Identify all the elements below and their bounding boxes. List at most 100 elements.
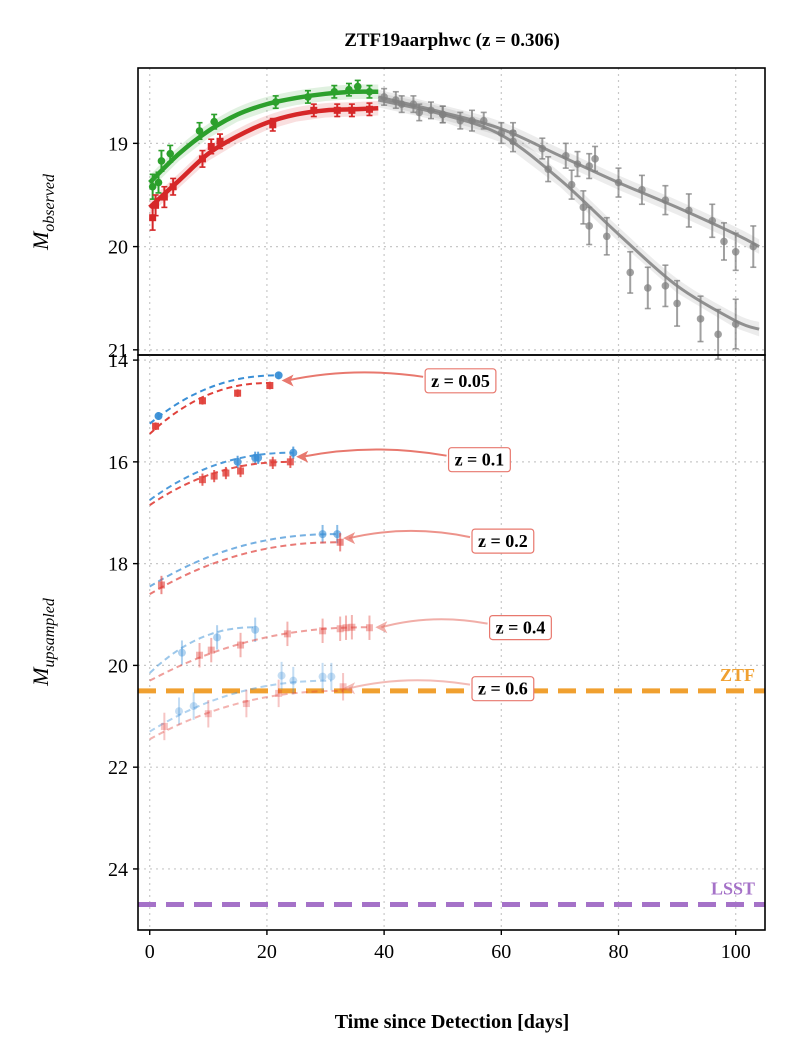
data-point (157, 157, 166, 165)
data-point (318, 530, 327, 539)
data-point (274, 371, 283, 380)
data-point (353, 82, 362, 91)
x-tick-label: 40 (374, 941, 394, 963)
data-point (242, 700, 250, 708)
redshift-label-box (471, 676, 535, 702)
data-point (204, 710, 212, 718)
data-point (573, 160, 582, 168)
data-point (365, 87, 374, 96)
pointer-arrow-head (343, 682, 356, 695)
data-point (251, 625, 260, 634)
data-point (189, 702, 198, 711)
data-point (207, 646, 215, 654)
data-point (266, 382, 274, 390)
data-point (673, 299, 681, 308)
data-point (509, 137, 517, 146)
limit-label-ztf: ZTF (720, 665, 755, 685)
model-curve-red (149, 381, 270, 435)
pointer-arrow (348, 679, 471, 690)
data-point (198, 155, 206, 163)
x-tick-label: 80 (609, 941, 629, 963)
chart-title: ZTF19aarphwc (z = 0.306) (344, 30, 560, 51)
redshift-label: z = 0.2 (478, 531, 528, 551)
data-point (195, 127, 204, 135)
redshift-label: z = 0.4 (496, 618, 546, 638)
data-point (638, 186, 646, 194)
data-point (207, 142, 215, 150)
y-tick-label: 22 (108, 757, 128, 779)
data-point (409, 100, 418, 108)
data-point (397, 100, 406, 108)
data-point (269, 121, 277, 129)
y-tick-label: 24 (108, 859, 128, 881)
redshift-label-box (447, 447, 511, 473)
redshift-label: z = 0.05 (431, 371, 490, 391)
data-point (392, 96, 400, 104)
data-point (438, 110, 447, 119)
top-y-label-main: M (28, 230, 53, 251)
top-y-ticks: 19 20 21 (108, 133, 138, 362)
data-point (169, 183, 177, 191)
redshift-label: z = 0.6 (478, 679, 528, 699)
data-point (198, 476, 206, 484)
data-point (602, 232, 611, 241)
data-point (336, 625, 344, 633)
data-point (456, 116, 465, 125)
redshift-label-box (471, 528, 535, 554)
bottom-y-label-sub: upsampled (41, 597, 58, 667)
model-curve-blue (149, 679, 332, 733)
data-point (468, 116, 476, 125)
data-point (233, 457, 242, 466)
data-point (626, 268, 635, 277)
data-point (210, 117, 218, 126)
fit-band (149, 101, 379, 215)
data-point (149, 214, 157, 222)
model-curve-red (149, 541, 341, 596)
data-point (333, 106, 341, 114)
pointer-arrow-head (375, 621, 388, 634)
data-point (497, 129, 506, 137)
data-point (365, 105, 373, 113)
data-point (160, 722, 168, 730)
bottom-y-label-main: M (28, 666, 53, 687)
data-point (685, 206, 693, 215)
data-point (614, 178, 623, 187)
top-y-label-sub: observed (41, 173, 58, 232)
x-tick-label: 100 (721, 941, 751, 963)
data-point (289, 676, 298, 685)
data-point (152, 201, 160, 209)
y-tick-label: 16 (108, 452, 128, 474)
data-point (216, 137, 224, 145)
model-curve-red (149, 689, 344, 741)
data-point (579, 203, 588, 212)
data-point (708, 216, 717, 225)
data-point (152, 422, 160, 430)
data-point (198, 397, 206, 405)
data-point (327, 672, 336, 681)
data-point (365, 624, 373, 632)
data-point (271, 98, 280, 106)
data-point (166, 149, 175, 158)
data-point (237, 467, 245, 475)
data-point (318, 672, 327, 681)
data-point (696, 315, 705, 323)
data-point (154, 178, 163, 187)
data-point (720, 237, 728, 246)
fit-curve (148, 106, 379, 210)
data-point (427, 106, 435, 115)
fit-curve (377, 98, 760, 331)
bottom-grid (138, 355, 765, 930)
data-point (277, 671, 286, 680)
data-point (345, 85, 353, 94)
top-grid (138, 68, 765, 355)
y-tick-label: 21 (108, 340, 128, 362)
data-point (336, 538, 344, 546)
top-fit-bands (148, 84, 760, 337)
data-point (567, 180, 576, 189)
model-curve-red (149, 626, 370, 682)
data-point (561, 151, 570, 160)
bottom-data-points (149, 371, 373, 741)
data-point (234, 389, 242, 397)
data-point (237, 641, 245, 649)
